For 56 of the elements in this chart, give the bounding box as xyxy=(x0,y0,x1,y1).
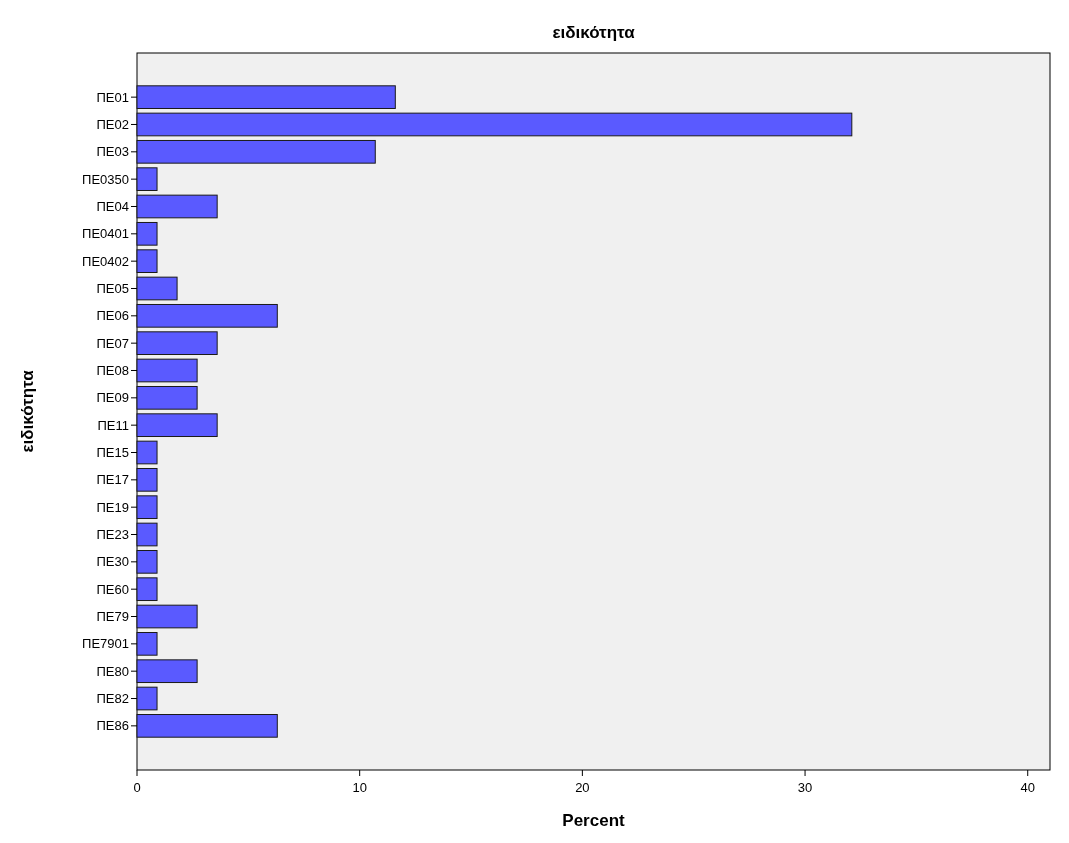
bar xyxy=(136,413,218,438)
y-tick-label: ΠΕ7901 xyxy=(82,636,129,652)
bar xyxy=(136,385,198,410)
x-tick-label: 0 xyxy=(133,780,141,795)
bar xyxy=(136,659,198,684)
y-tick-label: ΠΕ08 xyxy=(96,363,129,379)
y-axis-title: ειδικότητα xyxy=(18,369,37,453)
bar xyxy=(136,495,158,520)
y-tick-label: ΠΕ23 xyxy=(96,527,129,543)
bar xyxy=(136,167,158,191)
y-tick-label: ΠΕ30 xyxy=(96,554,129,570)
x-tick-label: 20 xyxy=(575,780,590,795)
x-axis-title: Percent xyxy=(562,811,626,830)
y-tick-label: ΠΕ05 xyxy=(96,281,129,297)
y-tick-label: ΠΕ0401 xyxy=(82,226,129,242)
bar xyxy=(136,358,198,383)
y-tick-label: ΠΕ79 xyxy=(96,609,129,625)
x-tick-label: 40 xyxy=(1020,780,1035,795)
chart-title: ειδικότητα xyxy=(552,23,636,42)
bar xyxy=(136,604,198,629)
y-tick-label: ΠΕ11 xyxy=(97,417,129,433)
bar xyxy=(136,303,278,328)
x-tick-label: 10 xyxy=(352,780,367,795)
y-tick-label: ΠΕ15 xyxy=(96,445,129,461)
y-tick-label: ΠΕ80 xyxy=(96,663,129,679)
bar xyxy=(136,221,158,246)
y-tick-label: ΠΕ86 xyxy=(96,718,129,734)
y-tick-label: ΠΕ60 xyxy=(96,581,129,597)
bar xyxy=(136,331,218,356)
y-tick-label: ΠΕ82 xyxy=(96,691,129,707)
y-tick-label: ΠΕ19 xyxy=(96,499,129,515)
y-tick-label: ΠΕ03 xyxy=(96,144,129,160)
x-tick-label: 30 xyxy=(797,780,813,795)
bar xyxy=(136,194,218,219)
bar xyxy=(136,577,158,602)
bar xyxy=(136,550,158,574)
bar xyxy=(136,467,158,492)
bar xyxy=(136,276,178,301)
bar xyxy=(136,139,376,164)
y-tick-label: ΠΕ02 xyxy=(96,117,129,133)
bar xyxy=(136,440,158,465)
y-tick-label: ΠΕ06 xyxy=(96,308,129,324)
y-tick-label: ΠΕ01 xyxy=(96,89,129,105)
bar xyxy=(136,522,158,547)
bar xyxy=(136,686,158,711)
bar xyxy=(136,112,853,137)
y-tick-label: ΠΕ09 xyxy=(96,390,129,406)
y-tick-label: ΠΕ0350 xyxy=(82,171,129,187)
bar xyxy=(136,85,396,109)
bar xyxy=(136,632,158,656)
y-tick-label: ΠΕ07 xyxy=(96,335,129,351)
y-tick-label: ΠΕ04 xyxy=(96,199,129,215)
bar xyxy=(136,249,158,273)
y-tick-label: ΠΕ0402 xyxy=(82,253,129,269)
y-tick-label: ΠΕ17 xyxy=(96,472,129,488)
bar xyxy=(136,714,278,738)
